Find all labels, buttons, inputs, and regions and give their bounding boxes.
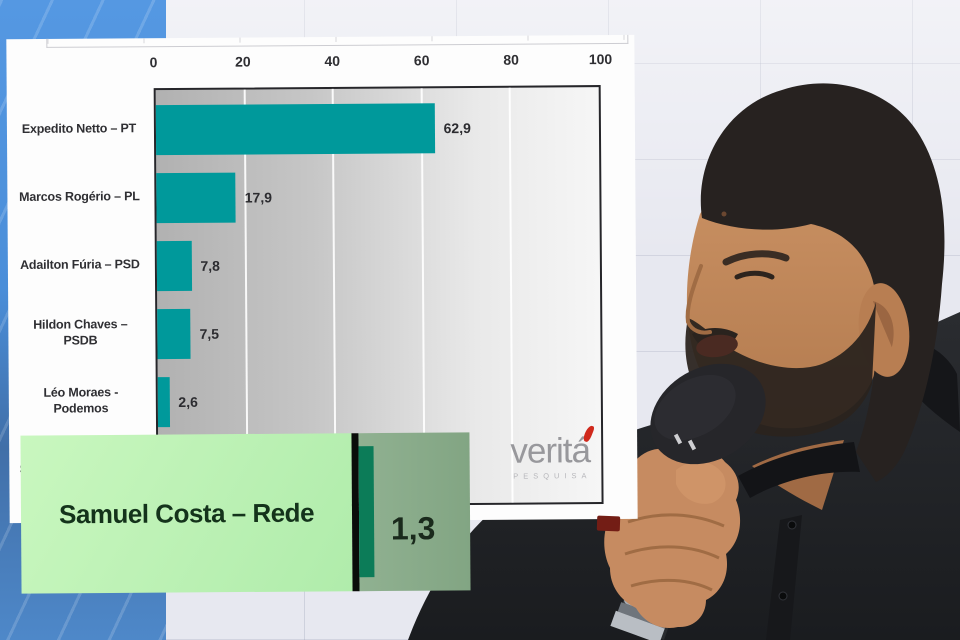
x-axis-tick-label: 100 bbox=[588, 50, 613, 68]
placket bbox=[766, 515, 802, 640]
logo-tagline: PESQUISA bbox=[513, 471, 592, 481]
bar-value-label: 62,9 bbox=[443, 119, 471, 137]
collar-left bbox=[738, 442, 860, 498]
foam-mark bbox=[687, 439, 697, 451]
category-label: Marcos Rogério – PL bbox=[19, 189, 140, 204]
inset-value-label: 1,3 bbox=[390, 510, 436, 547]
category-label: Expedito Netto – PT bbox=[21, 121, 137, 136]
bar-3 bbox=[156, 240, 192, 292]
bar-value-label: 7,8 bbox=[200, 257, 220, 274]
finger-line bbox=[627, 513, 725, 528]
category-label: Adailton Fúria – PSD bbox=[20, 257, 140, 272]
samuel-costa-inset: Samuel Costa – Rede 1,3 bbox=[20, 432, 471, 594]
verita-logo: veritá PESQUISA bbox=[487, 424, 613, 481]
bar-1 bbox=[155, 103, 435, 156]
x-axis-tick-label: 80 bbox=[503, 51, 519, 68]
logo-brand: veritá bbox=[510, 424, 595, 471]
x-axis-tick-label: 0 bbox=[149, 54, 158, 71]
x-axis-tick-label: 40 bbox=[324, 52, 341, 69]
bar-4 bbox=[157, 308, 191, 360]
category-label: Léo Moraes - Podemos bbox=[43, 385, 119, 416]
foam-mark bbox=[673, 433, 683, 445]
bar-5 bbox=[157, 377, 170, 428]
ear-inner bbox=[872, 301, 894, 348]
inset-candidate-label: Samuel Costa – Rede bbox=[58, 497, 315, 529]
finger-line bbox=[624, 545, 720, 560]
bar-value-label: 7,5 bbox=[199, 325, 220, 342]
shirt-button bbox=[778, 591, 788, 601]
mouth bbox=[696, 334, 738, 358]
red-object bbox=[596, 515, 621, 532]
hair bbox=[700, 83, 945, 482]
eye bbox=[734, 270, 775, 280]
thumb bbox=[676, 461, 726, 504]
bar-value-label: 2,6 bbox=[178, 393, 198, 411]
inset-label-area: Samuel Costa – Rede bbox=[20, 433, 353, 594]
forehead-mole bbox=[721, 211, 727, 217]
x-axis-tick-label: 20 bbox=[235, 53, 251, 70]
bar-2 bbox=[156, 172, 236, 224]
eyebrow bbox=[722, 250, 790, 266]
x-axis: 0 20 40 60 80 100 bbox=[149, 51, 613, 74]
finger-line bbox=[630, 578, 713, 592]
bar-value-label: 17,9 bbox=[244, 189, 273, 206]
shirt-button bbox=[787, 520, 797, 530]
category-label: Hildon Chaves – PSDB bbox=[33, 317, 128, 348]
microphone-foam-highlight bbox=[654, 374, 736, 441]
x-axis-tick-label: 60 bbox=[413, 52, 430, 69]
nose bbox=[685, 264, 712, 335]
